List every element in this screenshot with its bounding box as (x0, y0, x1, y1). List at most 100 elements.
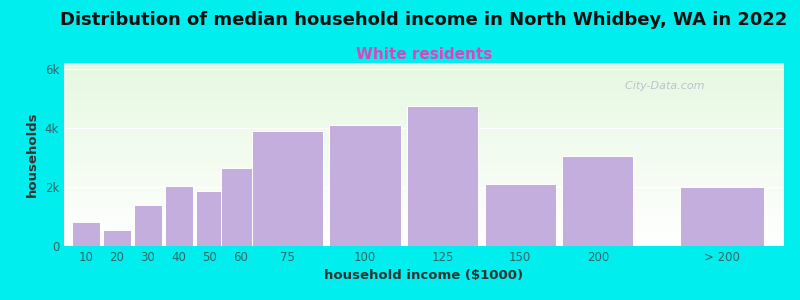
Bar (64, 219, 784, 220)
Bar (64, 174, 784, 175)
Bar (221, 168, 261, 246)
Bar (64, 94, 784, 95)
Bar (64, 63, 784, 64)
Bar (64, 193, 784, 194)
Bar (64, 100, 784, 101)
Bar (330, 125, 401, 246)
Bar (64, 77, 784, 78)
Bar (64, 154, 784, 155)
Text: Distribution of median household income in North Whidbey, WA in 2022: Distribution of median household income … (60, 11, 788, 29)
Bar (64, 229, 784, 230)
Bar (64, 243, 784, 244)
Bar (64, 142, 784, 143)
Bar (64, 135, 784, 136)
Bar (64, 232, 784, 233)
Bar (64, 115, 784, 116)
Bar (64, 225, 784, 226)
Bar (64, 224, 784, 225)
Bar (64, 222, 784, 223)
Bar (64, 220, 784, 221)
Bar (64, 172, 784, 173)
Bar (64, 158, 784, 159)
Bar (64, 242, 784, 243)
Bar (64, 205, 784, 206)
Bar (64, 87, 784, 88)
Bar (64, 230, 784, 231)
Bar (64, 156, 784, 157)
Bar (64, 180, 784, 181)
Bar (64, 236, 784, 237)
Bar (64, 145, 784, 146)
Bar (64, 203, 784, 204)
Bar (64, 206, 784, 207)
Bar (196, 191, 224, 246)
Bar (64, 113, 784, 114)
Bar (64, 228, 784, 229)
Bar (64, 181, 784, 182)
Bar (64, 163, 784, 164)
Bar (64, 140, 784, 141)
Bar (64, 89, 784, 90)
Bar (64, 182, 784, 183)
Bar (64, 133, 784, 134)
Bar (64, 114, 784, 115)
Bar (64, 208, 784, 209)
Bar (64, 153, 784, 154)
Bar (64, 108, 784, 109)
Bar (64, 215, 784, 216)
Bar (64, 150, 784, 151)
Bar (64, 168, 784, 169)
Bar (64, 138, 784, 139)
Bar (64, 82, 784, 83)
Bar (64, 70, 784, 71)
Bar (64, 91, 784, 92)
Bar (64, 117, 784, 118)
Text: City-Data.com: City-Data.com (618, 81, 705, 92)
Bar (64, 65, 784, 66)
Bar (64, 170, 784, 171)
Text: White residents: White residents (356, 47, 492, 62)
Bar (64, 64, 784, 65)
Bar (64, 160, 784, 161)
Bar (64, 202, 784, 203)
Bar (64, 71, 784, 72)
Bar (64, 75, 784, 76)
Bar (64, 95, 784, 96)
Bar (64, 166, 784, 167)
Bar (64, 116, 784, 117)
Bar (64, 190, 784, 191)
Bar (64, 151, 784, 152)
Bar (64, 121, 784, 122)
Bar (64, 171, 784, 172)
Bar (64, 238, 784, 239)
Bar (64, 134, 784, 135)
Bar (64, 164, 784, 165)
Bar (64, 100, 784, 101)
Bar (64, 105, 784, 106)
Bar (64, 111, 784, 112)
Bar (64, 167, 784, 168)
Bar (64, 119, 784, 120)
Bar (64, 137, 784, 138)
Bar (64, 187, 784, 188)
Bar (64, 83, 784, 84)
Bar (64, 178, 784, 179)
Bar (64, 79, 784, 80)
Bar (64, 189, 784, 190)
Bar (64, 78, 784, 79)
Bar (64, 175, 784, 176)
Bar (64, 136, 784, 137)
Bar (64, 235, 784, 236)
Bar (64, 216, 784, 217)
X-axis label: household income ($1000): household income ($1000) (325, 269, 523, 282)
Bar (64, 221, 784, 222)
Bar (64, 177, 784, 178)
Bar (64, 147, 784, 148)
Bar (64, 132, 784, 133)
Bar (64, 213, 784, 214)
Bar (64, 192, 784, 193)
Bar (64, 130, 784, 131)
Bar (64, 93, 784, 94)
Bar (64, 226, 784, 227)
Bar (64, 73, 784, 74)
